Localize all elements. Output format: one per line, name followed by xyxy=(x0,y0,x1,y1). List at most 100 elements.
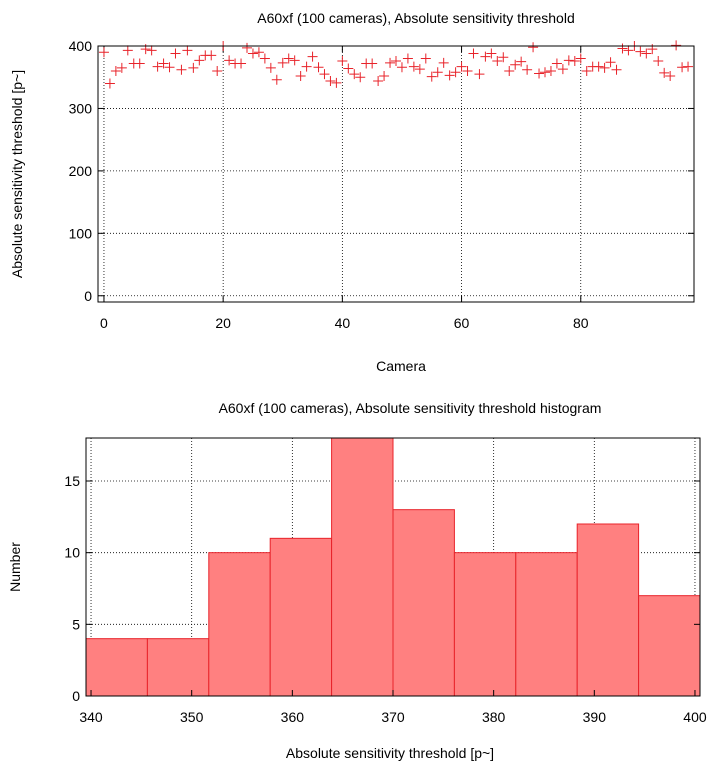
chart1-point xyxy=(373,75,384,86)
chart2-xtick-label: 370 xyxy=(381,709,405,725)
chart1-point xyxy=(325,75,336,86)
chart1-point xyxy=(283,53,294,64)
chart2-bar xyxy=(85,638,148,697)
chart1-point xyxy=(396,62,407,73)
chart1-frame xyxy=(97,45,695,303)
chart1-point xyxy=(295,70,306,81)
chart1-point xyxy=(242,42,252,53)
chart1-point xyxy=(551,58,562,69)
chart1-point xyxy=(635,46,646,57)
chart1-point xyxy=(271,74,282,85)
chart2-ytick-label: 15 xyxy=(64,473,80,489)
chart2-frame xyxy=(85,437,701,697)
chart1-point xyxy=(468,48,479,59)
chart1-point xyxy=(253,47,264,58)
chart1-point xyxy=(355,72,366,83)
chart1-point xyxy=(480,51,491,62)
chart1-point xyxy=(599,62,610,73)
chart1-point xyxy=(414,64,425,75)
chart1-point xyxy=(617,43,628,54)
chart1-point xyxy=(575,53,586,64)
chart1-point xyxy=(301,61,312,72)
chart1-point xyxy=(534,68,545,79)
chart1-point xyxy=(444,70,455,81)
chart1-point xyxy=(641,48,652,59)
chart1-point xyxy=(528,42,539,53)
chart1-point xyxy=(212,65,223,76)
chart1-point xyxy=(677,62,688,73)
chart1-point xyxy=(653,55,664,66)
chart1-ytick-label: 0 xyxy=(84,288,92,304)
chart2-title: A60xf (100 cameras), Absolute sensitivit… xyxy=(219,400,602,416)
chart1-point xyxy=(116,62,127,73)
chart1-point xyxy=(194,55,205,66)
chart1-xtick-label: 40 xyxy=(335,315,351,331)
chart2-xlabel: Absolute sensitivity threshold [p~] xyxy=(286,745,494,761)
chart1-point xyxy=(474,69,485,80)
chart1-xlabel: Camera xyxy=(376,358,426,374)
chart1-point xyxy=(176,64,187,75)
chart2-xtick-label: 380 xyxy=(482,709,506,725)
chart2-ytick-label: 0 xyxy=(72,688,80,704)
chart1-point xyxy=(188,62,199,73)
chart1-point xyxy=(486,48,497,59)
chart1-point xyxy=(545,65,556,76)
scatter-chart: A60xf (100 cameras), Absolute sensitivit… xyxy=(9,10,695,374)
chart1-point xyxy=(134,58,145,69)
chart1-point xyxy=(343,63,354,74)
chart2-bar xyxy=(392,509,455,697)
chart1-point xyxy=(182,45,193,56)
chart1-point xyxy=(504,65,515,76)
chart1-point xyxy=(122,45,133,56)
chart2-xtick-label: 340 xyxy=(79,709,103,725)
chart1-point xyxy=(337,55,348,66)
chart2-xtick-label: 350 xyxy=(180,709,204,725)
chart1-point xyxy=(379,70,390,81)
chart1-point xyxy=(581,65,592,76)
chart1-ytick-label: 400 xyxy=(69,38,93,54)
chart1-point xyxy=(540,67,550,78)
chart1-point xyxy=(367,58,378,69)
chart1-point xyxy=(164,62,175,73)
chart1-point xyxy=(158,58,169,69)
chart1-point xyxy=(349,69,360,80)
chart2-bar xyxy=(576,523,640,697)
chart2-ylabel: Number xyxy=(7,542,23,592)
chart1-point xyxy=(331,77,342,88)
chart1-point xyxy=(450,67,461,78)
chart2-bars xyxy=(85,437,701,697)
chart1-point xyxy=(665,70,676,81)
chart1-point xyxy=(277,57,288,68)
chart1-ytick-label: 200 xyxy=(69,163,93,179)
chart1-point xyxy=(456,61,467,72)
chart1-point xyxy=(510,59,521,70)
chart1-point xyxy=(104,78,115,89)
chart1-point xyxy=(498,52,509,63)
chart1-point xyxy=(420,53,431,64)
chart2-bar xyxy=(638,595,701,697)
chart1-point xyxy=(683,61,694,72)
chart2-xtick-label: 390 xyxy=(583,709,607,725)
chart1-point xyxy=(605,57,616,68)
chart1-point xyxy=(206,50,217,61)
chart1-title: A60xf (100 cameras), Absolute sensitivit… xyxy=(257,10,575,26)
chart1-point xyxy=(265,62,276,73)
chart1-point xyxy=(462,65,473,76)
chart1-point xyxy=(170,48,181,59)
chart1-point xyxy=(152,61,163,72)
chart1-point xyxy=(385,57,396,68)
chart1-xtick-label: 20 xyxy=(215,315,231,331)
chart1-point xyxy=(623,45,634,56)
chart1-point xyxy=(611,64,622,75)
chart2-ytick-label: 5 xyxy=(72,616,80,632)
chart2-bar xyxy=(146,638,210,697)
chart1-point xyxy=(313,62,324,73)
chart2-bar xyxy=(208,552,271,697)
chart2-xtick-label: 360 xyxy=(281,709,305,725)
chart1-point xyxy=(110,65,121,76)
chart1-xtick-label: 0 xyxy=(100,315,108,331)
chart2-bar xyxy=(331,437,394,697)
chart1-point xyxy=(408,61,419,72)
chart1-point xyxy=(563,55,574,66)
